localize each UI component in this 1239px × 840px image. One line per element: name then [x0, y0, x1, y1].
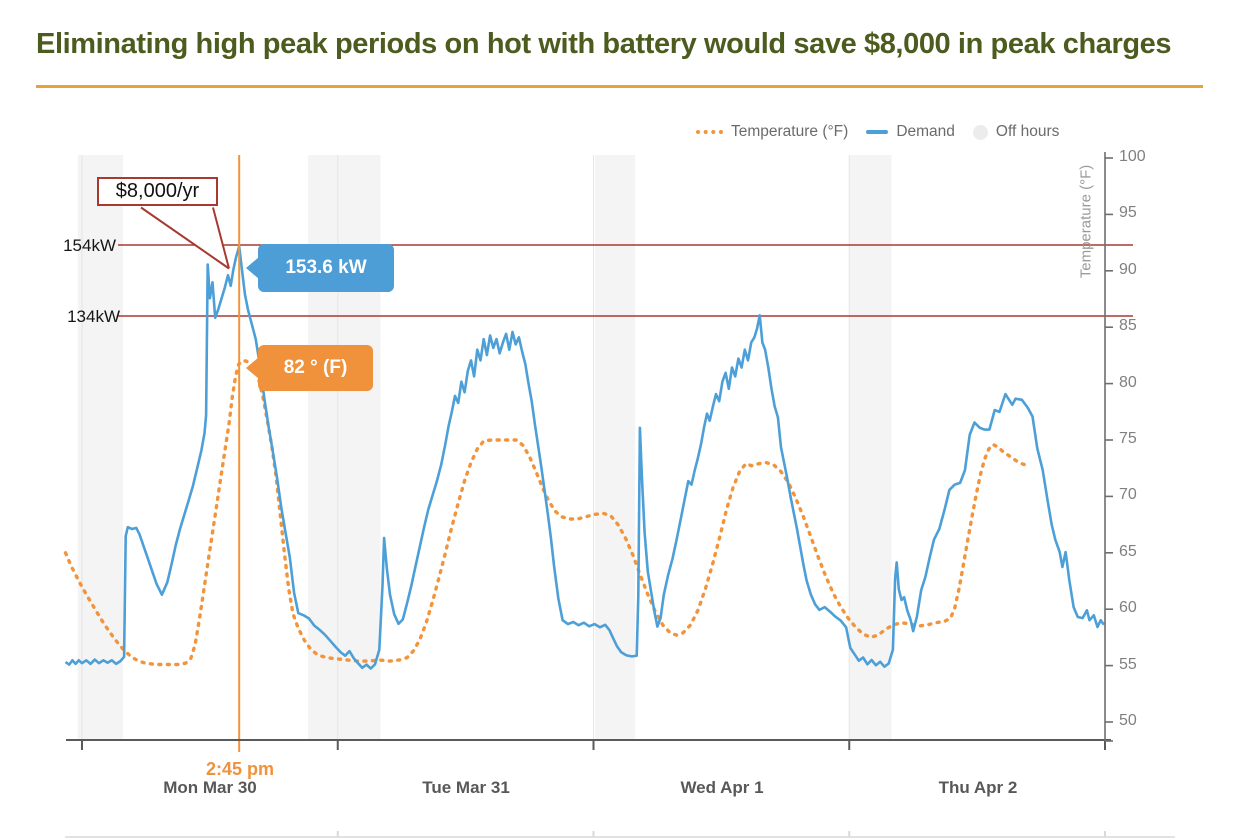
peak-threshold-label: 154kW: [63, 236, 116, 255]
reduced-threshold-label: 134kW: [67, 307, 120, 326]
demand-line-swatch-icon: [866, 130, 889, 134]
peak-time-label: 2:45 pm: [205, 759, 275, 779]
legend-item-temperature[interactable]: Temperature (°F): [696, 123, 848, 141]
off-hours-swatch-icon: [972, 124, 988, 140]
y-axis-title: Temperature (°F): [1077, 164, 1095, 279]
x-axis-label-wed: Wed Apr 1: [680, 778, 764, 797]
x-axis-label-mon: Mon Mar 30: [163, 778, 257, 797]
y-axis-tick-label: 55: [1119, 655, 1137, 673]
legend-label-off-hours: Off hours: [995, 123, 1060, 140]
y-axis-tick-label: 50: [1119, 712, 1137, 729]
y-axis-tick-label: 85: [1119, 317, 1137, 335]
page-title: Eliminating high peak periods on hot wit…: [36, 28, 1172, 60]
legend-item-off-hours[interactable]: Off hours: [972, 123, 1060, 141]
temperature-tooltip: 82 ° (F): [246, 345, 373, 391]
y-axis-tick-label: 80: [1119, 373, 1137, 391]
savings-callout: $8,000/yr: [97, 177, 218, 206]
y-axis-tick-label: 95: [1119, 204, 1137, 222]
y-axis-tick-label: 90: [1119, 260, 1137, 278]
y-axis-tick-label: 70: [1119, 486, 1137, 504]
temperature-tooltip-value: 82 ° (F): [283, 357, 348, 378]
title-underline: [36, 85, 1203, 88]
y-axis-tick-label: 100: [1119, 148, 1146, 165]
temperature-series-line: [63, 359, 1027, 667]
off-hours-band: [307, 155, 381, 740]
demand-tooltip-value: 153.6 kW: [285, 257, 367, 278]
off-hours-band: [595, 155, 636, 740]
y-axis-tick-label: 60: [1119, 599, 1137, 617]
x-axis-label-thu: Thu Apr 2: [938, 778, 1018, 797]
y-axis-tick-label: 75: [1119, 430, 1137, 447]
demand-tooltip: 153.6 kW: [246, 244, 394, 292]
temperature-dotted-swatch-icon: [696, 130, 723, 134]
off-hours-band: [849, 155, 892, 740]
x-axis-label-tue: Tue Mar 31: [422, 778, 510, 797]
demand-series-line: [64, 245, 1105, 670]
temperature-tooltip-arrow-icon: [246, 357, 259, 379]
demand-tooltip-arrow-icon: [246, 257, 259, 279]
legend-label-temperature: Temperature (°F): [731, 123, 849, 140]
y-axis-tick-label: 65: [1119, 542, 1137, 560]
legend-label-demand: Demand: [896, 123, 955, 140]
chart-legend: Temperature (°F) Demand Off hours: [696, 123, 1059, 141]
legend-item-demand[interactable]: Demand: [866, 123, 955, 141]
